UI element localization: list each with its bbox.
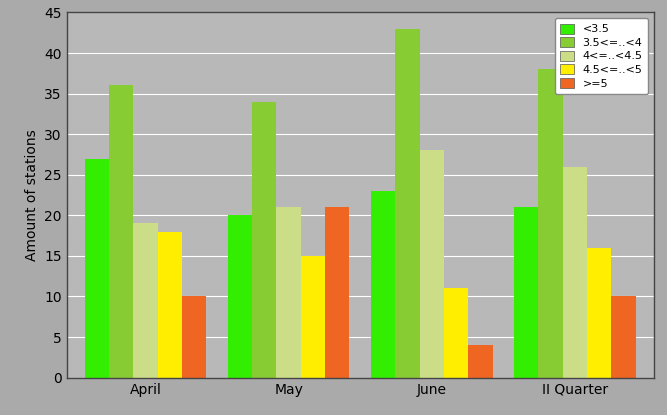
Legend: <3.5, 3.5<=..<4, 4<=..<4.5, 4.5<=..<5, >=5: <3.5, 3.5<=..<4, 4<=..<4.5, 4.5<=..<5, >… bbox=[555, 18, 648, 94]
Bar bbox=[109, 85, 133, 378]
Bar bbox=[468, 345, 493, 378]
Y-axis label: Amount of stations: Amount of stations bbox=[25, 129, 39, 261]
Bar bbox=[227, 215, 252, 378]
Bar bbox=[538, 69, 563, 378]
Bar bbox=[371, 191, 396, 378]
Bar bbox=[325, 207, 350, 378]
Bar bbox=[396, 29, 420, 378]
Bar bbox=[85, 159, 109, 378]
Bar bbox=[420, 150, 444, 378]
Bar bbox=[252, 102, 276, 378]
Bar bbox=[276, 207, 301, 378]
Bar bbox=[444, 288, 468, 378]
Bar bbox=[182, 296, 206, 378]
Bar bbox=[133, 223, 157, 378]
Bar bbox=[587, 248, 612, 378]
Bar bbox=[612, 296, 636, 378]
Bar bbox=[301, 256, 325, 378]
Bar bbox=[157, 232, 182, 378]
Bar bbox=[563, 167, 587, 378]
Bar bbox=[514, 207, 538, 378]
